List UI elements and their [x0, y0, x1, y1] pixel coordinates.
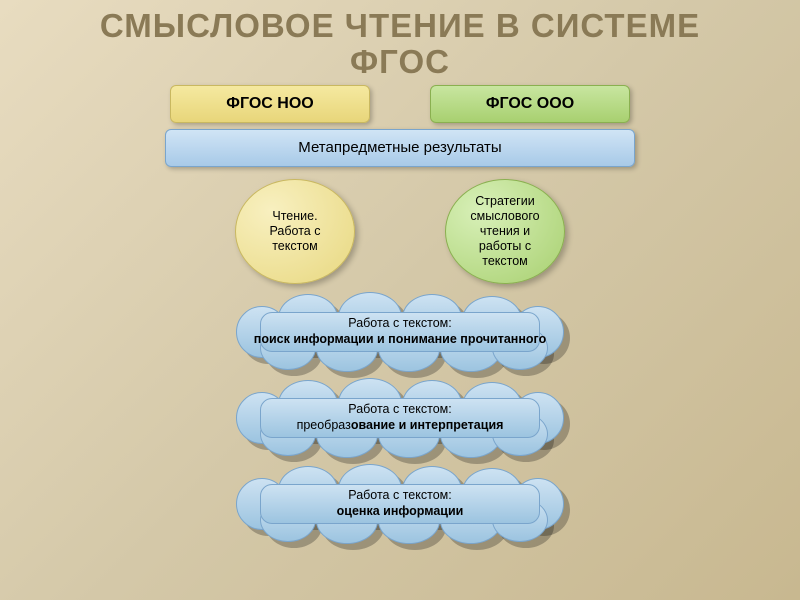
cloud-3-prefix: Работа с текстом:	[348, 488, 451, 504]
cloud-1-text: Работа с текстом: поиск информации и пон…	[230, 298, 570, 366]
cloud-3-wrap: Работа с текстом: оценка информации	[230, 470, 570, 538]
title-line2: ФГОС	[0, 44, 800, 80]
meta-results-bar: Метапредметные результаты	[165, 129, 635, 167]
reading-circle-text: Чтение. Работа с текстом	[270, 209, 321, 254]
fgos-noo-label: ФГОС НОО	[226, 95, 313, 113]
fgos-ooo-box: ФГОС ООО	[430, 85, 630, 123]
top-boxes-row: ФГОС НОО ФГОС ООО	[0, 85, 800, 123]
strategies-circle: Стратегии смыслового чтения и работы с т…	[445, 179, 565, 284]
clouds-column: Работа с текстом: поиск информации и пон…	[0, 298, 800, 538]
cloud-2-bold: ование и интерпретация	[351, 418, 504, 432]
fgos-noo-box: ФГОС НОО	[170, 85, 370, 123]
cloud-2-wrap: Работа с текстом: преобразование и интер…	[230, 384, 570, 452]
cloud-3: Работа с текстом: оценка информации	[230, 470, 570, 538]
strategies-circle-text: Стратегии смыслового чтения и работы с т…	[470, 194, 539, 269]
meta-results-label: Метапредметные результаты	[298, 139, 501, 156]
cloud-1: Работа с текстом: поиск информации и пон…	[230, 298, 570, 366]
cloud-1-bold: поиск информации и понимание прочитанног…	[254, 332, 546, 348]
cloud-2-bp: преобраз	[297, 418, 351, 432]
title-line1: СМЫСЛОВОЕ ЧТЕНИЕ В СИСТЕМЕ	[0, 8, 800, 44]
cloud-1-wrap: Работа с текстом: поиск информации и пон…	[230, 298, 570, 366]
cloud-3-bold: оценка информации	[337, 504, 464, 520]
fgos-ooo-label: ФГОС ООО	[486, 95, 574, 113]
cloud-2: Работа с текстом: преобразование и интер…	[230, 384, 570, 452]
circles-row: Чтение. Работа с текстом Стратегии смысл…	[0, 179, 800, 284]
reading-circle: Чтение. Работа с текстом	[235, 179, 355, 284]
cloud-3-text: Работа с текстом: оценка информации	[230, 470, 570, 538]
cloud-2-text: Работа с текстом: преобразование и интер…	[230, 384, 570, 452]
cloud-2-prefix: Работа с текстом:	[348, 402, 451, 418]
main-title: СМЫСЛОВОЕ ЧТЕНИЕ В СИСТЕМЕ ФГОС	[0, 0, 800, 81]
cloud-1-prefix: Работа с текстом:	[348, 316, 451, 332]
cloud-2-line2: преобразование и интерпретация	[297, 418, 504, 434]
